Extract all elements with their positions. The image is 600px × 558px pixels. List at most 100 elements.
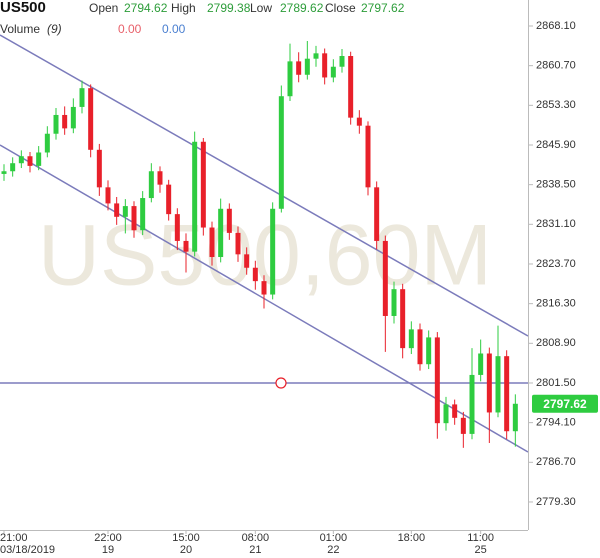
candle-body: [183, 240, 189, 252]
x-date-label: 22: [327, 544, 339, 556]
candle-body: [235, 232, 241, 255]
y-tick-label: 2779.30: [536, 496, 576, 508]
y-tick-label: 2838.50: [536, 179, 576, 191]
candle-body: [209, 227, 215, 258]
candle-body: [512, 403, 518, 432]
candle-body: [278, 96, 284, 209]
line-handle: [275, 377, 287, 389]
candle-body: [157, 171, 163, 185]
y-tick-label: 2794.10: [536, 417, 576, 429]
candle-body: [486, 353, 492, 413]
candle-body: [252, 267, 258, 282]
label: Open: [89, 1, 118, 15]
candle-body: [18, 156, 24, 164]
candle-body: [304, 58, 310, 75]
candle-body: [244, 254, 250, 268]
candle-body: [313, 53, 319, 59]
price-badge: [532, 394, 598, 413]
x-tick-label: 22:00: [94, 532, 122, 544]
y-tick-label: 2823.70: [536, 258, 576, 270]
trend-line: [0, 34, 529, 337]
value: 2794.62: [124, 1, 168, 15]
candle-body: [174, 214, 180, 241]
candle-body: [296, 61, 302, 75]
candle-body: [96, 149, 102, 188]
candle-body: [400, 289, 406, 349]
label: Low: [250, 1, 272, 15]
x-tick-label: 21:00: [0, 532, 28, 544]
candle-body: [218, 208, 224, 258]
x-tick-label: 11:00: [467, 532, 494, 544]
candle-body: [469, 374, 475, 434]
candle-body: [88, 88, 94, 150]
x-tick-label: 15:00: [172, 532, 200, 544]
x-date-label: 03/18/2019: [0, 544, 55, 556]
candle-body: [131, 206, 137, 231]
x-tick-label: 08:00: [242, 532, 270, 544]
candle-body: [417, 329, 423, 365]
x-date-label: 19: [102, 544, 114, 556]
label: (9): [47, 22, 62, 36]
y-tick-label: 2808.90: [536, 337, 576, 349]
candle-body: [114, 203, 120, 217]
candle-body: [339, 56, 345, 67]
label: High: [171, 1, 196, 15]
candle-body: [36, 152, 42, 166]
value: 0.00: [118, 22, 142, 36]
candle-body: [322, 53, 328, 78]
x-tick-label: 18:00: [398, 532, 426, 544]
candle-body: [166, 184, 172, 215]
candle-body: [348, 56, 354, 118]
candle-body: [261, 281, 267, 295]
candle-body: [192, 141, 198, 252]
candle-body: [365, 125, 371, 188]
y-tick-label: 2853.30: [536, 99, 576, 111]
candle-body: [452, 404, 458, 418]
symbol: US500: [0, 0, 46, 16]
candle-body: [1, 171, 7, 174]
y-tick-label: 2786.70: [536, 456, 576, 468]
x-date-label: 21: [249, 544, 261, 556]
value: 2789.62: [280, 1, 324, 15]
candle-body: [148, 171, 154, 199]
value: 2799.38: [207, 1, 251, 15]
value: 0.00: [162, 22, 186, 36]
candle-body: [408, 329, 414, 349]
candle-body: [356, 117, 362, 126]
candle-body: [287, 61, 293, 97]
x-tick-label: 01:00: [320, 532, 348, 544]
y-tick-label: 2868.10: [536, 20, 576, 32]
y-tick-label: 2801.50: [536, 377, 576, 389]
candle-body: [391, 289, 397, 316]
candle-body: [382, 240, 388, 316]
value: 2797.62: [361, 1, 405, 15]
header: US500 Open 2794.62 High 2799.38 Low 2789…: [0, 0, 405, 36]
y-tick-label: 2860.70: [536, 60, 576, 72]
y-tick-label: 2816.30: [536, 298, 576, 310]
candle-body: [140, 198, 146, 231]
candle-body: [330, 66, 336, 78]
candle-body: [53, 114, 59, 134]
candle-body: [70, 106, 76, 129]
candle-body: [434, 337, 440, 424]
x-date-label: 20: [180, 544, 192, 556]
candle-body: [426, 337, 432, 365]
candle-body: [44, 133, 50, 153]
label: Close: [325, 1, 356, 15]
candle-body: [495, 356, 501, 413]
candle-body: [105, 187, 111, 204]
candle-body: [79, 88, 85, 107]
candle-body: [374, 187, 380, 241]
y-tick-label: 2845.90: [536, 139, 576, 151]
candle-body: [10, 163, 16, 172]
y-tick-label: 2831.10: [536, 218, 576, 230]
candle-body: [504, 356, 510, 432]
candle-body: [122, 206, 128, 217]
candle-body: [226, 208, 232, 233]
candle-body: [200, 141, 206, 228]
candle-body: [27, 156, 33, 166]
label: Volume: [0, 22, 40, 36]
candle-body: [478, 353, 484, 375]
candle-body: [460, 417, 466, 434]
